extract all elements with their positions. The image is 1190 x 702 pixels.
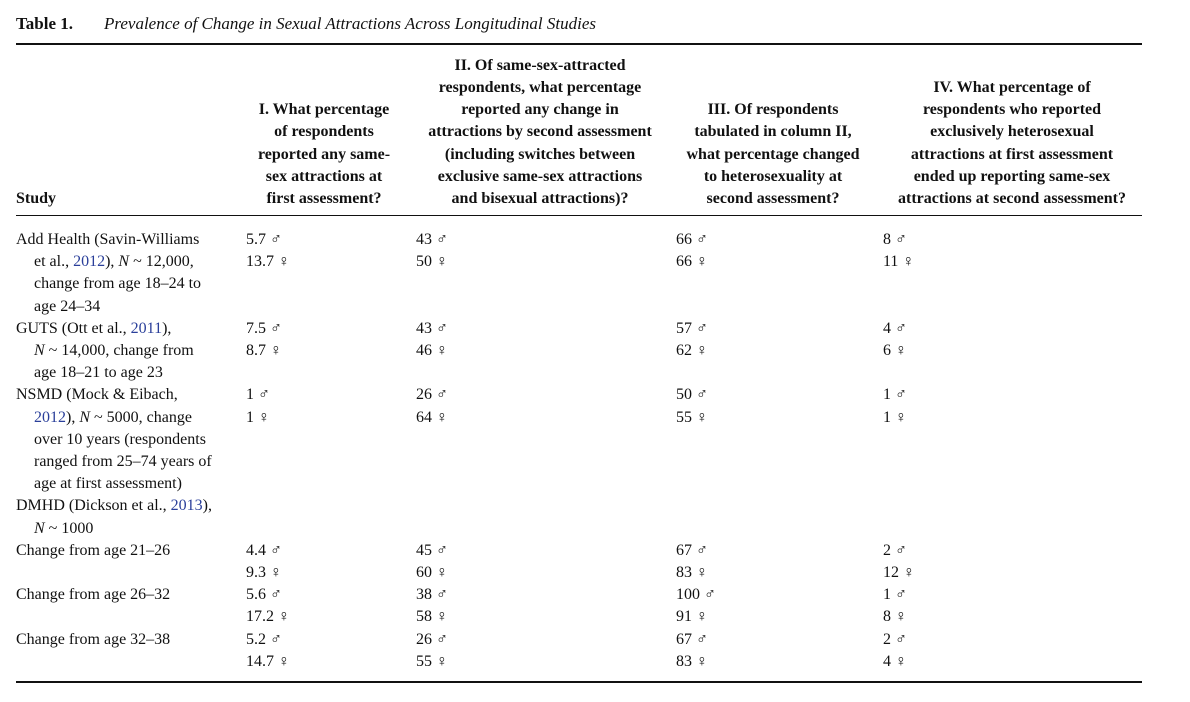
value-cell: 43 ♂ [416, 319, 448, 337]
value-cell: 1 ♂ [883, 586, 907, 604]
column-header: (including switches between [444, 145, 636, 163]
column-header: III. Of respondents [707, 101, 839, 119]
column-header: and bisexual attractions)? [451, 190, 629, 207]
value-cell: 4 ♂ [883, 319, 907, 337]
value-cell: 13.7 ♀ [246, 253, 290, 271]
column-header: attractions by second assessment [428, 123, 652, 141]
study-cell: N ~ 14,000, change from [34, 342, 194, 359]
value-cell: 67 ♂ [676, 541, 708, 559]
column-header: reported any change in [461, 101, 619, 119]
value-cell: 43 ♂ [416, 231, 448, 248]
table-label: Table 1. [16, 14, 74, 33]
value-cell: 5.6 ♂ [246, 586, 282, 604]
value-cell: 46 ♀ [416, 342, 448, 359]
column-header: attractions at second assessment? [898, 190, 1126, 207]
study-cell: age 24–34 [34, 297, 101, 315]
value-cell: 83 ♀ [676, 564, 708, 581]
value-cell: 45 ♂ [416, 541, 448, 559]
value-cell: 7.5 ♂ [246, 319, 282, 337]
study-cell: age at first assessment) [34, 475, 182, 493]
value-cell: 66 ♀ [676, 253, 708, 271]
value-cell: 1 ♀ [883, 408, 907, 426]
value-cell: 9.3 ♀ [246, 564, 282, 581]
value-cell: 26 ♂ [416, 386, 448, 404]
value-cell: 64 ♀ [416, 408, 448, 426]
column-header: respondents who reported [922, 101, 1102, 119]
value-cell: 50 ♀ [416, 253, 448, 271]
value-cell: 67 ♂ [676, 630, 708, 648]
value-cell: 8 ♂ [883, 231, 907, 248]
study-cell: 2012), N ~ 5000, change [34, 408, 192, 426]
column-header: I. What percentage [258, 101, 390, 119]
value-cell: 83 ♀ [676, 652, 708, 670]
study-cell: NSMD (Mock & Eibach, [16, 386, 178, 404]
value-cell: 1 ♂ [246, 386, 270, 404]
column-header: of respondents [274, 123, 374, 141]
value-cell: 4 ♀ [883, 652, 907, 670]
column-header: exclusively heterosexual [930, 123, 1094, 141]
value-cell: 91 ♀ [676, 608, 708, 626]
value-cell: 2 ♂ [883, 541, 907, 559]
column-header: IV. What percentage of [933, 79, 1091, 96]
bottom-rule [16, 681, 1142, 683]
study-cell: DMHD (Dickson et al., 2013), [16, 497, 212, 515]
column-header: first assessment? [266, 190, 382, 207]
study-cell: over 10 years (respondents [34, 430, 206, 448]
column-header: attractions at first assessment [910, 145, 1114, 163]
study-cell: change from age 18–24 to [34, 275, 202, 293]
study-cell: et al., 2012), N ~ 12,000, [34, 253, 194, 271]
value-cell: 5.7 ♂ [246, 231, 282, 248]
header-rule [16, 215, 1142, 216]
value-cell: 8 ♀ [883, 608, 907, 626]
value-cell: 38 ♂ [416, 586, 448, 604]
value-cell: 100 ♂ [676, 586, 716, 604]
value-cell: 58 ♀ [416, 608, 448, 626]
column-header: to heterosexuality at [703, 167, 843, 185]
study-cell: Change from age 32–38 [16, 630, 171, 648]
value-cell: 62 ♀ [676, 342, 708, 359]
value-cell: 26 ♂ [416, 630, 448, 648]
value-cell: 4.4 ♂ [246, 541, 282, 559]
study-cell: Add Health (Savin-Williams [16, 231, 200, 248]
value-cell: 57 ♂ [676, 319, 708, 337]
value-cell: 11 ♀ [883, 253, 915, 271]
top-rule [16, 43, 1142, 45]
value-cell: 14.7 ♀ [246, 652, 290, 670]
value-cell: 12 ♀ [883, 564, 915, 581]
value-cell: 1 ♀ [246, 408, 270, 426]
column-header: sex attractions at [265, 167, 383, 185]
column-header: exclusive same-sex attractions [437, 167, 643, 185]
value-cell: 60 ♀ [416, 564, 448, 581]
value-cell: 50 ♂ [676, 386, 708, 404]
value-cell: 66 ♂ [676, 231, 708, 248]
value-cell: 1 ♂ [883, 386, 907, 404]
study-cell: Change from age 26–32 [16, 586, 171, 604]
study-cell: age 18–21 to age 23 [34, 364, 163, 382]
column-header: ended up reporting same-sex [913, 167, 1111, 185]
value-cell: 5.2 ♂ [246, 630, 282, 648]
value-cell: 6 ♀ [883, 342, 907, 359]
column-header: reported any same- [257, 145, 391, 163]
column-header: Study [16, 190, 57, 207]
column-header: respondents, what percentage [438, 79, 642, 96]
study-cell: ranged from 25–74 years of [34, 453, 212, 470]
column-header: what percentage changed [686, 145, 860, 163]
column-header: II. Of same-sex-attracted [454, 56, 626, 74]
value-cell: 8.7 ♀ [246, 342, 282, 359]
study-cell: N ~ 1000 [34, 519, 94, 537]
value-cell: 55 ♀ [416, 652, 448, 670]
value-cell: 2 ♂ [883, 630, 907, 648]
value-cell: 55 ♀ [676, 408, 708, 426]
table-title: Prevalence of Change in Sexual Attractio… [104, 14, 597, 33]
column-header: tabulated in column II, [694, 123, 852, 141]
column-header: second assessment? [706, 190, 840, 207]
study-cell: Change from age 21–26 [16, 541, 171, 559]
value-cell: 17.2 ♀ [246, 608, 290, 626]
study-cell: GUTS (Ott et al., 2011), [16, 319, 172, 337]
